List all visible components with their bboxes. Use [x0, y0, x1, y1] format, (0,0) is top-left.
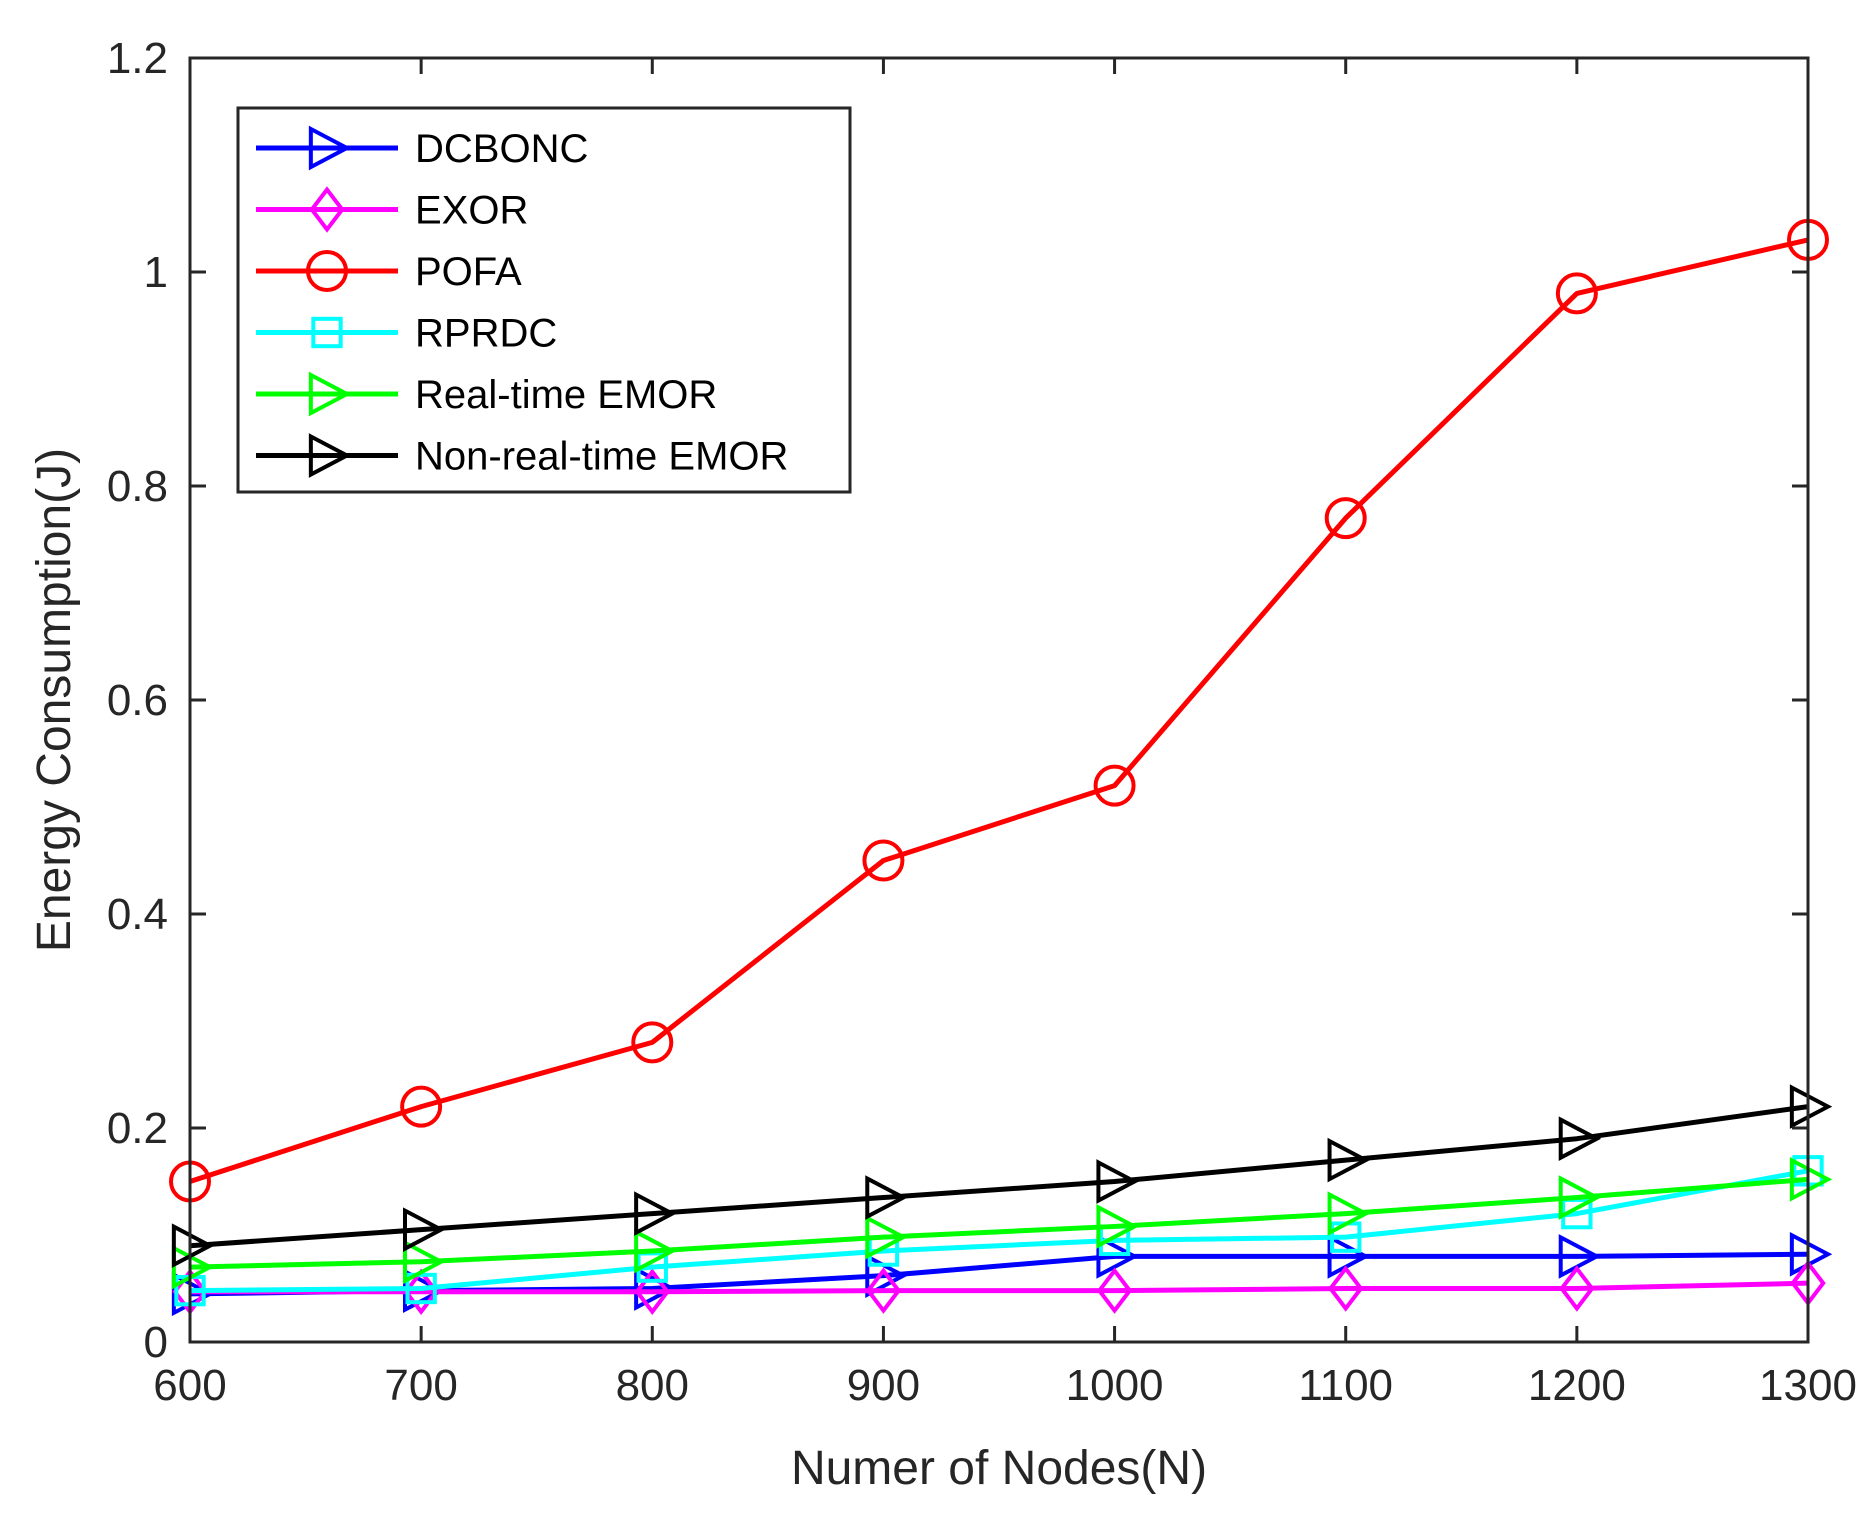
data-point [634, 1268, 671, 1315]
data-point [634, 1228, 677, 1274]
legend-entry: RPRDC [256, 312, 557, 356]
x-tick-label: 1300 [1759, 1361, 1857, 1410]
data-point [1324, 497, 1367, 540]
y-tick-label: 0.4 [107, 890, 168, 939]
data-point [865, 1175, 908, 1220]
legend-marker [308, 433, 352, 478]
x-tick-label: 600 [153, 1361, 226, 1410]
legend: DCBONC EXOR POFA RPRDC Real-time EMOR Non-rea… [236, 106, 852, 494]
series-layer [169, 218, 1833, 1317]
y-tick-label: 1 [144, 248, 168, 297]
x-axis-label: Numer of Nodes(N) [791, 1442, 1207, 1495]
series-line [189, 1104, 1809, 1249]
axes-layer: 600 700 800 900 1000 1100 1200 1300 0 0.2 0.4 0.6 0.… [107, 34, 1857, 1410]
x-tick-label: 700 [384, 1361, 457, 1410]
y-tick-label: 0.6 [107, 676, 168, 725]
data-point [1096, 1234, 1139, 1279]
data-point [1096, 1159, 1139, 1204]
data-point [1558, 1234, 1602, 1279]
data-point [1096, 1204, 1139, 1249]
data-point [1327, 1234, 1370, 1279]
data-point [400, 1085, 443, 1128]
data-point [634, 1191, 677, 1236]
data-point [171, 1244, 215, 1290]
series-line [189, 1176, 1809, 1270]
data-point [402, 1239, 446, 1285]
x-tick-label: 1100 [1298, 1361, 1393, 1410]
data-point [1559, 1265, 1595, 1312]
data-point [1789, 1084, 1833, 1129]
y-tick-label: 0.8 [107, 462, 168, 511]
data-point [631, 1021, 674, 1064]
data-point [865, 1214, 908, 1260]
legend-entry: Real-time EMOR [256, 371, 717, 417]
data-point [402, 1207, 446, 1252]
series-real-time-emor [171, 1157, 1833, 1290]
data-point [1558, 1175, 1602, 1220]
legend-label: POFA [415, 250, 522, 294]
legend-marker [311, 316, 343, 349]
legend-marker [308, 371, 352, 417]
x-tick-label: 1000 [1066, 1361, 1164, 1410]
data-point [1096, 1267, 1133, 1314]
series-non-real-time-emor [171, 1084, 1833, 1269]
legend-entry: DCBONC [256, 125, 588, 171]
y-axis-label: Energy Consumption(J) [28, 448, 81, 952]
legend-label: DCBONC [415, 127, 588, 171]
data-point [1558, 1116, 1602, 1162]
legend-box [236, 106, 852, 494]
legend-entry: EXOR [256, 186, 528, 233]
data-point [1327, 1191, 1370, 1236]
data-point [1327, 1137, 1370, 1183]
legend-label: Real-time EMOR [415, 373, 717, 417]
legend-marker [309, 186, 345, 233]
legend-marker [306, 250, 348, 292]
legend-label: Non-real-time EMOR [415, 435, 788, 479]
x-tick-label: 800 [616, 1361, 689, 1410]
series-line [189, 1168, 1809, 1294]
legend-entry: POFA [256, 250, 522, 294]
legend-marker [308, 125, 352, 171]
legend-label: EXOR [415, 189, 528, 233]
data-point [1555, 272, 1598, 315]
y-tick-label: 1.2 [107, 34, 168, 83]
x-tick-label: 900 [847, 1361, 920, 1410]
data-point [862, 839, 905, 882]
data-point [1327, 1265, 1364, 1312]
data-point [1789, 1157, 1833, 1202]
data-point [1093, 764, 1136, 807]
y-tick-label: 0.2 [107, 1104, 168, 1153]
data-point [405, 1272, 437, 1305]
y-tick-label: 0 [144, 1318, 168, 1367]
series-line [190, 1280, 1809, 1295]
legend-entry: Non-real-time EMOR [256, 433, 788, 479]
x-tick-label: 1200 [1528, 1361, 1626, 1410]
data-point [865, 1267, 902, 1314]
legend-label: RPRDC [415, 312, 557, 356]
series-line [189, 237, 1809, 1184]
data-point [171, 1223, 215, 1269]
